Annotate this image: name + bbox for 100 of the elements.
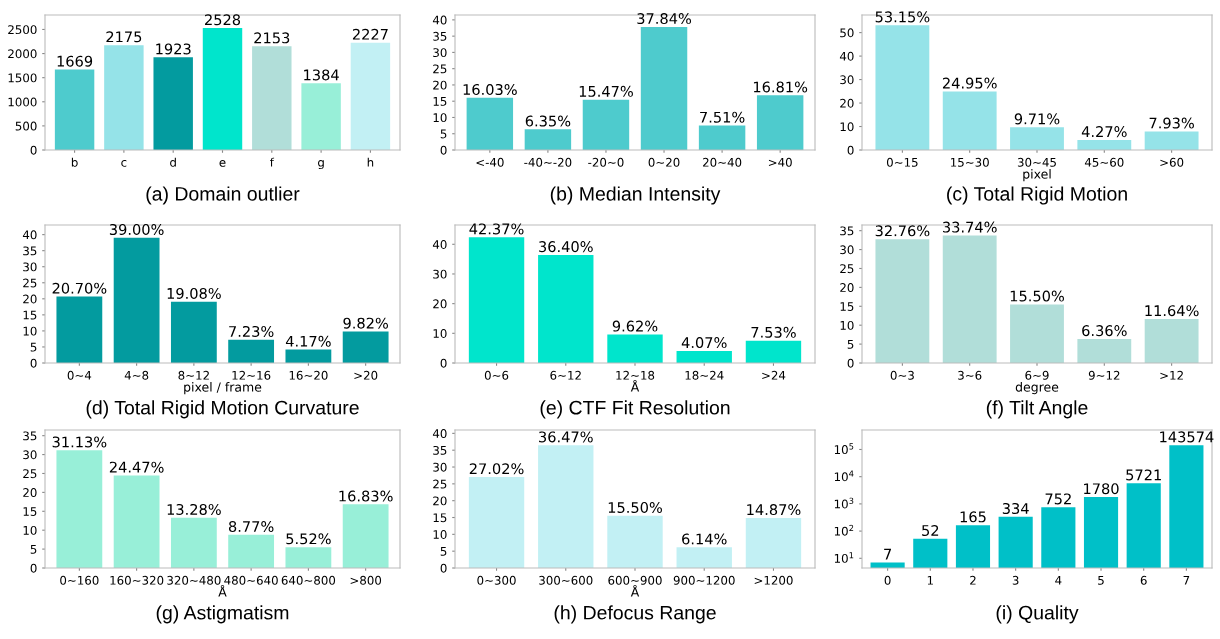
data-label: 13.28% xyxy=(167,503,221,515)
y-tick-label: 15 xyxy=(840,302,854,311)
y-tick-label: 30 xyxy=(840,245,854,255)
y-tick-label: 10$^{2}$ xyxy=(834,524,854,536)
x-tick-label: 600~900 xyxy=(608,575,662,585)
bar xyxy=(756,95,804,150)
data-label: 752 xyxy=(1045,493,1071,505)
x-tick-label: c xyxy=(121,160,127,167)
y-tick-label: 10$^{1}$ xyxy=(834,552,854,563)
text: (h) Defocus Range xyxy=(554,605,716,624)
y-tick-label: 2000 xyxy=(8,49,37,59)
text: (a) Domain outlier xyxy=(146,186,300,205)
text: (b) Median Intensity xyxy=(550,186,721,205)
x-tick-label: g xyxy=(318,160,324,170)
bar xyxy=(538,254,594,363)
x-tick-label: 320~480 xyxy=(167,575,221,585)
bar xyxy=(640,26,688,150)
bar xyxy=(153,57,193,150)
data-label: 9.62% xyxy=(612,320,658,332)
y-tick-label: 5 xyxy=(30,544,37,554)
bar xyxy=(285,547,332,568)
x-tick-label: 9~12 xyxy=(1088,370,1120,380)
data-label: 6.36% xyxy=(1082,325,1127,337)
data-label: 16.83% xyxy=(339,490,393,502)
x-tick-label: d xyxy=(170,157,176,167)
data-label: 2153 xyxy=(254,32,290,44)
data-label: 15.50% xyxy=(608,501,662,513)
data-label: 7 xyxy=(884,548,891,560)
y-tick-label: 1500 xyxy=(8,73,37,83)
x-tick-label: >12 xyxy=(1160,370,1183,380)
x-tick-label: 30~45 xyxy=(1017,157,1056,167)
data-label: 334 xyxy=(1002,502,1029,515)
data-label: 6.14% xyxy=(682,533,727,545)
bar xyxy=(228,534,275,568)
x-tick-label: 12~18 xyxy=(616,370,655,380)
data-label: 24.47% xyxy=(109,461,164,473)
x-tick-label: <-40 xyxy=(476,157,504,167)
data-label: 15.47% xyxy=(579,85,633,97)
data-label: 15.50% xyxy=(1010,290,1064,302)
bar xyxy=(252,46,292,150)
x-tick-label: 15~30 xyxy=(951,157,989,167)
y-tick-label: 35 xyxy=(433,31,447,41)
y-tick-label: 10$^{3}$ xyxy=(834,497,854,509)
y-tick-label: 0 xyxy=(847,358,854,368)
x-tick-label: -40~-20 xyxy=(524,157,572,167)
y-tick-label: 10 xyxy=(840,320,854,330)
x-tick-label: 16~20 xyxy=(289,370,328,380)
data-label: 42.37% xyxy=(469,223,524,235)
data-label: 20.70% xyxy=(52,282,107,294)
data-label: 14.87% xyxy=(747,504,801,516)
data-label: 36.40% xyxy=(539,241,593,253)
y-tick-label: 2500 xyxy=(8,25,37,35)
data-label: 32.76% xyxy=(875,225,930,237)
bar xyxy=(1144,318,1199,363)
data-label: 2175 xyxy=(106,31,142,43)
text: (e) CTF Fit Resolution xyxy=(540,400,730,419)
x-tick-label: 45~60 xyxy=(1084,157,1124,167)
y-tick-label: 5 xyxy=(847,339,854,349)
x-tick-label: f xyxy=(270,157,275,167)
bar xyxy=(56,450,103,568)
y-tick-label: 0 xyxy=(440,563,447,573)
y-tick-label: 15 xyxy=(433,97,447,106)
x-tick-label: 7 xyxy=(1183,576,1190,585)
bar xyxy=(1010,304,1064,363)
bar xyxy=(875,239,930,363)
data-label: 7.51% xyxy=(700,111,745,123)
x-tick-label: 3~6 xyxy=(958,370,982,380)
y-tick-label: 20 xyxy=(433,496,447,506)
y-tick-label: 25 xyxy=(23,278,37,288)
data-label: 11.64% xyxy=(1145,305,1199,317)
bar xyxy=(350,42,391,150)
x-tick-label: 160~320 xyxy=(110,575,164,585)
y-tick-label: 5 xyxy=(440,547,447,556)
y-tick-label: 40 xyxy=(432,240,447,249)
data-label: 16.03% xyxy=(463,84,517,96)
data-label: 2227 xyxy=(352,28,388,40)
y-tick-label: 35 xyxy=(840,226,854,236)
bar xyxy=(170,517,217,568)
y-tick-label: 1000 xyxy=(8,97,37,107)
y-tick-label: 15 xyxy=(433,513,447,523)
bar xyxy=(1077,139,1132,150)
bar xyxy=(104,45,144,150)
x-tick-label: 6 xyxy=(1140,575,1147,585)
bar xyxy=(698,125,746,150)
data-label: 1923 xyxy=(156,43,191,55)
bar xyxy=(745,340,802,363)
x-tick-label: >800 xyxy=(350,575,382,585)
data-label: 1669 xyxy=(57,55,93,67)
data-label: 31.13% xyxy=(52,436,107,448)
data-label: 7.93% xyxy=(1149,117,1194,129)
x-tick-label: 3 xyxy=(1012,575,1019,585)
x-tick-label: 640~800 xyxy=(281,575,336,585)
data-label: 5721 xyxy=(1126,469,1161,481)
text: (d) Total Rigid Motion Curvature xyxy=(86,400,359,419)
x-tick-label: 6~9 xyxy=(1025,370,1049,380)
bar xyxy=(56,296,103,363)
x-tick-label: 4~8 xyxy=(124,370,149,380)
y-tick-label: 10$^{4}$ xyxy=(834,470,854,482)
bar xyxy=(1010,127,1064,150)
y-tick-label: 10 xyxy=(23,525,37,535)
